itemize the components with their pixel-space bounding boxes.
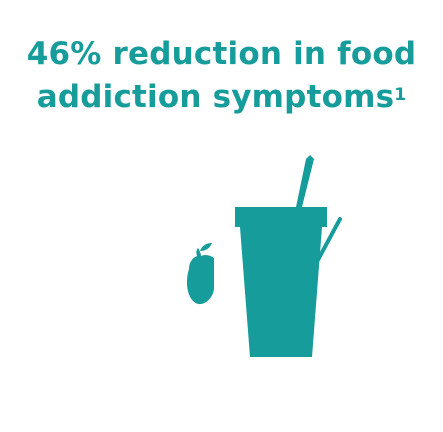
headline-line-2-text: addiction symptoms xyxy=(36,79,395,115)
smoothie-cup-icon xyxy=(235,155,327,357)
headline-line-1: 46% reduction in food xyxy=(26,36,417,72)
illustration xyxy=(187,155,342,357)
headline: 46% reduction in food addiction symptoms… xyxy=(0,33,443,119)
apple-icon xyxy=(187,243,214,305)
headline-line-2: addiction symptoms1 xyxy=(0,76,443,119)
checkmark-icon xyxy=(296,217,342,271)
footnote-marker: 1 xyxy=(394,85,407,105)
